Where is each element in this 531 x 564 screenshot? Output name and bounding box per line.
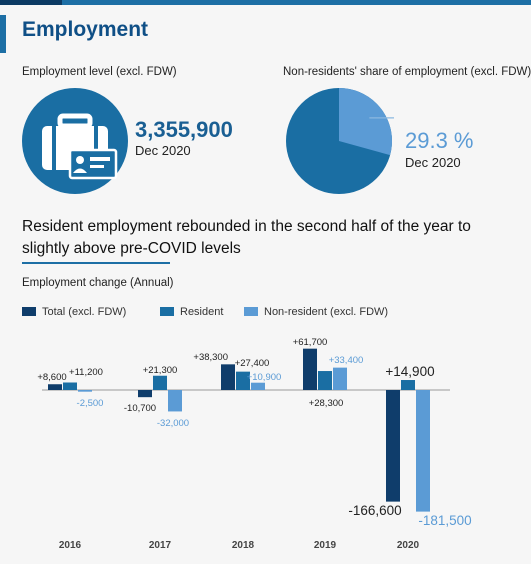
chart-headline: Resident employment rebounded in the sec… xyxy=(22,218,471,257)
nonresident-share-date: Dec 2020 xyxy=(405,155,461,170)
data-label-nonresident-2020: -181,500 xyxy=(418,513,471,528)
bar-total-2017 xyxy=(138,390,152,398)
bar-total-2016 xyxy=(48,384,62,390)
legend-item-nonresident: Non-resident (excl. FDW) xyxy=(244,306,388,318)
data-label-resident-2017: +21,300 xyxy=(143,365,178,376)
bar-total-2018 xyxy=(221,364,235,390)
data-label-total-2020: -166,600 xyxy=(348,503,401,518)
legend-swatch-total xyxy=(22,307,36,316)
data-label-nonresident-2019: +33,400 xyxy=(329,355,364,366)
nonresident-share-value: 29.3 % xyxy=(405,128,474,153)
x-tick-label-2018: 2018 xyxy=(232,540,255,551)
data-label-resident-2016: +11,200 xyxy=(69,367,103,378)
data-label-resident-2020: +14,900 xyxy=(385,364,434,379)
nonresident-share-pie xyxy=(286,88,394,194)
legend-label-resident: Resident xyxy=(180,306,224,318)
bar-nonresident-2018 xyxy=(251,382,265,390)
x-tick-label-2017: 2017 xyxy=(149,540,172,551)
bar-nonresident-2016 xyxy=(78,390,92,392)
data-label-total-2017: -10,700 xyxy=(124,403,156,414)
data-label-resident-2019: +28,300 xyxy=(309,398,344,409)
legend-label-nonresident: Non-resident (excl. FDW) xyxy=(264,306,389,318)
legend-swatch-nonresident xyxy=(244,307,258,316)
data-label-resident-2018: +27,400 xyxy=(235,358,270,369)
data-label-nonresident-2017: -32,000 xyxy=(157,418,189,429)
data-label-total-2018: +38,300 xyxy=(193,352,228,363)
headline-underline xyxy=(22,262,170,264)
bar-nonresident-2017 xyxy=(168,390,182,412)
bar-resident-2016 xyxy=(63,382,77,390)
nonresident-share-label: Non-residents' share of employment (excl… xyxy=(283,66,531,78)
x-tick-label-2019: 2019 xyxy=(314,540,337,551)
legend-swatch-resident xyxy=(160,307,174,316)
data-label-total-2016: +8,600 xyxy=(37,372,66,383)
top-accent-bar xyxy=(0,0,531,5)
top-accent-dark xyxy=(0,0,62,5)
employment-level-value: 3,355,900 xyxy=(135,117,233,142)
pie-slice-nonresident xyxy=(339,88,392,156)
data-label-nonresident-2018: +10,900 xyxy=(247,372,282,383)
legend-item-total: Total (excl. FDW) xyxy=(22,306,126,318)
bar-chart-svg: +8,600 +11,200 -2,500 2016 -10,700 +21,300 -32… xyxy=(37,337,471,551)
briefcase-icon xyxy=(22,88,128,194)
employment-level-date: Dec 2020 xyxy=(135,143,191,158)
legend-item-resident: Resident xyxy=(160,306,223,318)
data-label-nonresident-2016: -2,500 xyxy=(77,398,104,409)
employment-level-label: Employment level (excl. FDW) xyxy=(22,66,177,78)
bar-resident-2019 xyxy=(318,371,332,390)
bar-total-2019 xyxy=(303,348,317,390)
bar-resident-2020 xyxy=(401,380,415,390)
data-label-total-2019: +61,700 xyxy=(293,337,328,348)
bar-resident-2017 xyxy=(153,375,167,390)
x-tick-label-2020: 2020 xyxy=(397,540,420,551)
section-marker xyxy=(0,15,6,53)
section-title: Employment xyxy=(22,18,149,41)
employment-change-chart: +8,600 +11,200 -2,500 2016 -10,700 +21,300 -32… xyxy=(0,328,531,564)
bar-resident-2018 xyxy=(236,371,250,390)
chart-title: Employment change (Annual) xyxy=(22,277,174,289)
bar-nonresident-2020 xyxy=(416,390,430,512)
x-tick-label-2016: 2016 xyxy=(59,540,82,551)
legend-label-total: Total (excl. FDW) xyxy=(42,306,127,318)
bar-nonresident-2019 xyxy=(333,367,347,390)
bar-total-2020 xyxy=(386,390,400,502)
